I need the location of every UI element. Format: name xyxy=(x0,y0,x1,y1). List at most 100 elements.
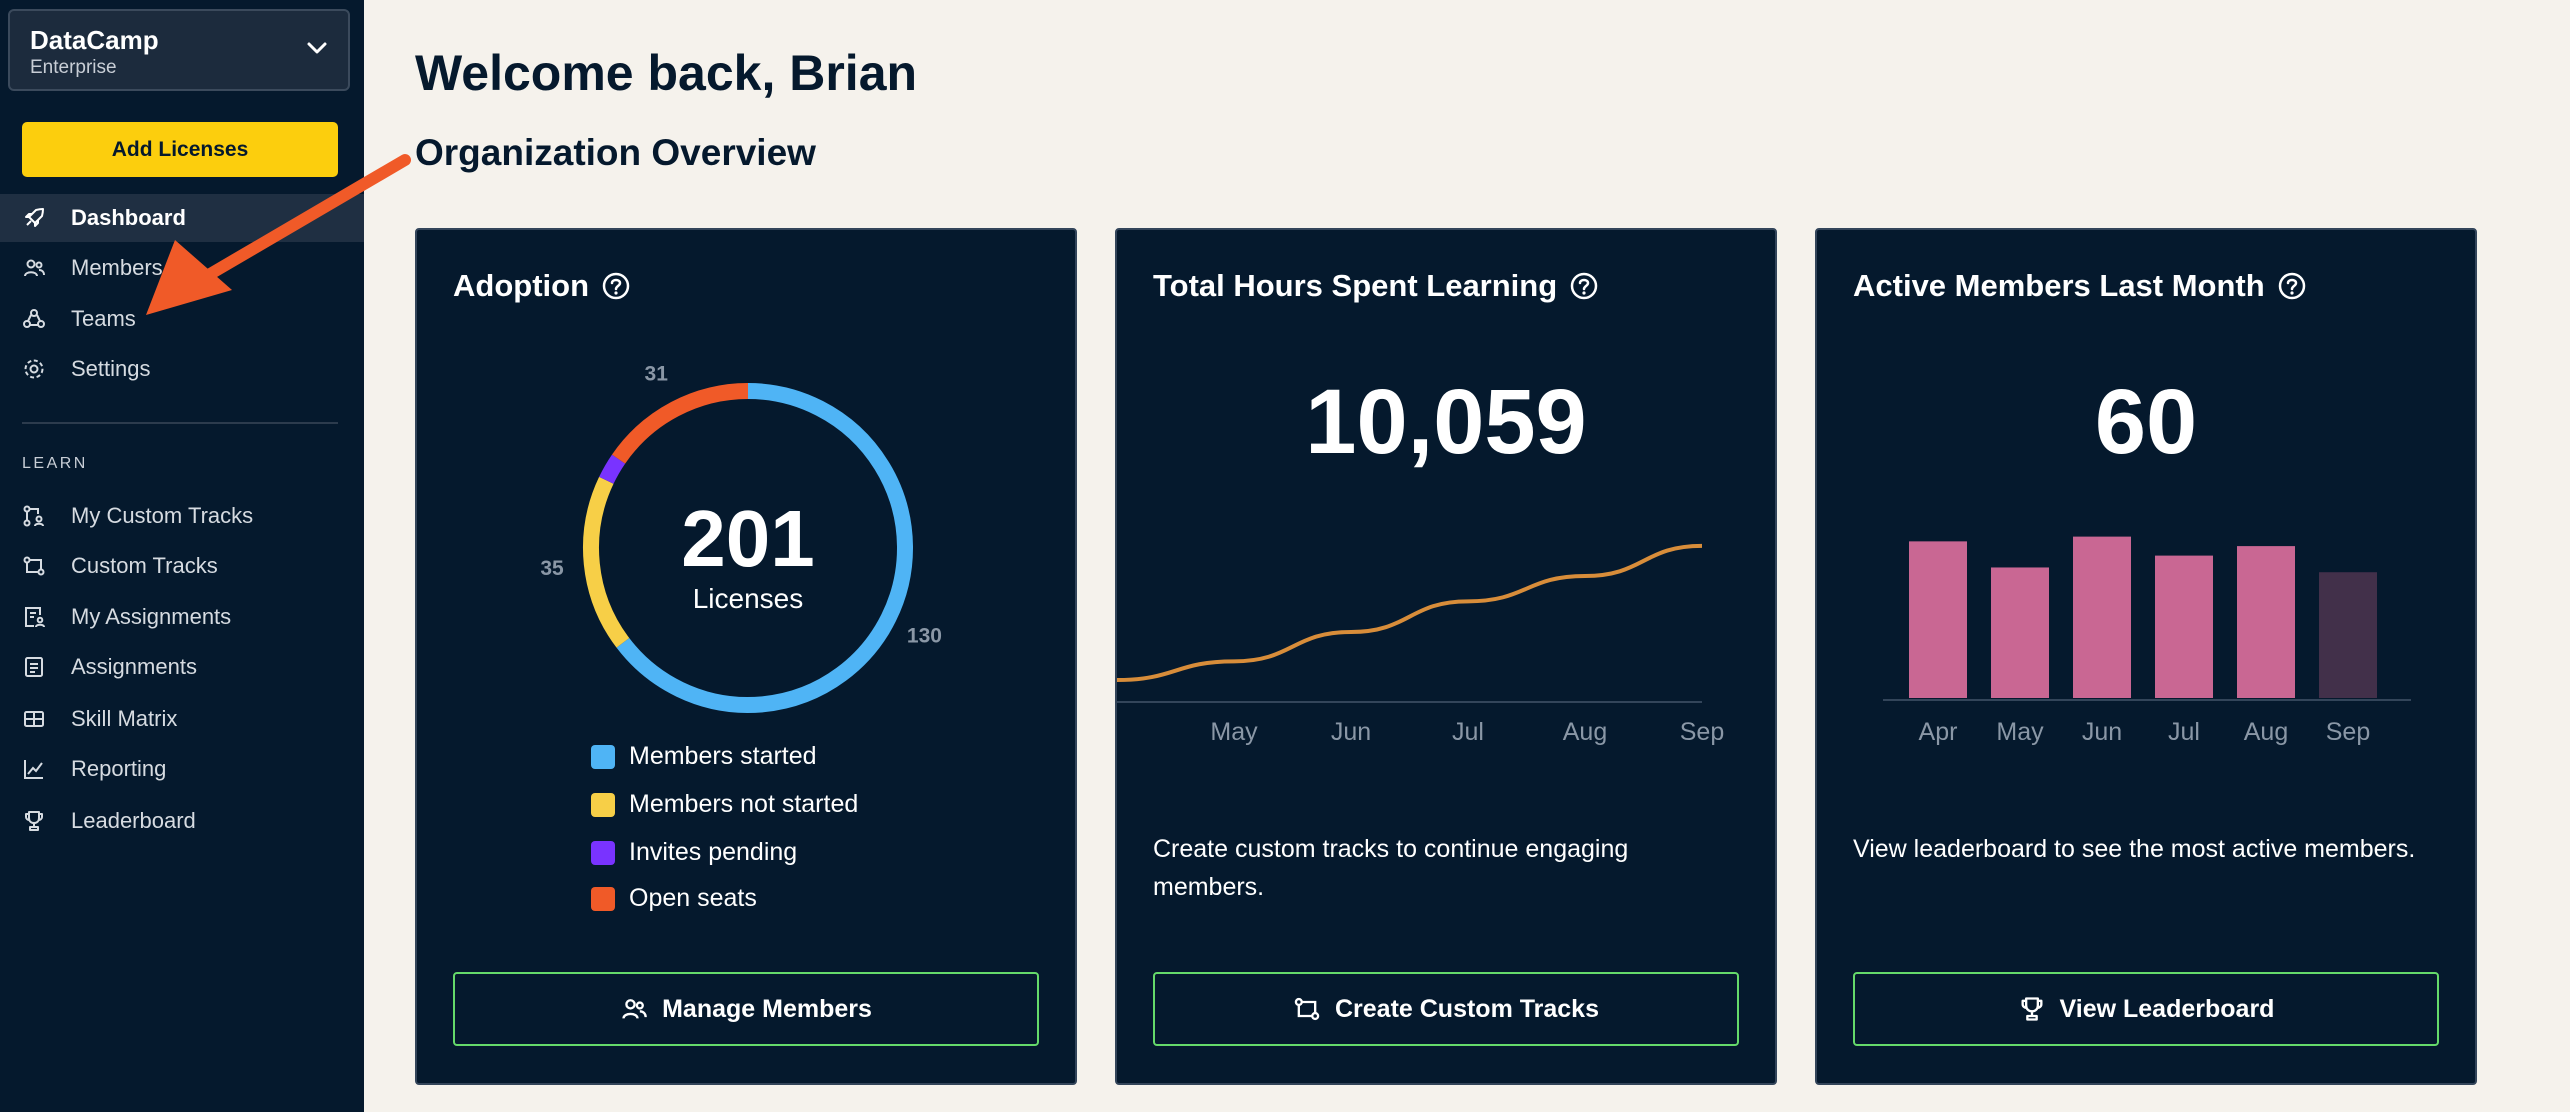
adoption-card-title: Adoption xyxy=(453,268,631,304)
sidebar-item-label: My Custom Tracks xyxy=(71,503,254,528)
active-description: View leaderboard to see the most active … xyxy=(1853,835,2416,863)
sidebar-item-label: My Assignments xyxy=(71,604,232,629)
legend-label: Open seats xyxy=(629,884,757,912)
hours-title-text: Total Hours Spent Learning xyxy=(1153,268,1558,303)
sidebar-item-members[interactable]: Members xyxy=(0,244,364,292)
legend-swatch xyxy=(591,792,615,817)
active-members-value: 60 xyxy=(2094,371,2198,473)
donut-data-label: 31 xyxy=(645,363,669,386)
donut-total-value: 201 xyxy=(681,494,814,583)
button-label: Create Custom Tracks xyxy=(1334,994,1599,1023)
bar-jul xyxy=(2155,555,2213,698)
sidebar-item-label: Members xyxy=(71,255,163,280)
x-tick-label: Jul xyxy=(2168,718,2200,746)
x-tick-label: Aug xyxy=(2244,718,2288,746)
legend-item-open-seats: Open seats xyxy=(591,884,757,913)
help-icon[interactable] xyxy=(601,271,631,301)
x-tick-label: Sep xyxy=(2326,718,2370,746)
bar-jun xyxy=(2073,536,2131,698)
section-title: Organization Overview xyxy=(415,132,816,173)
bar-sep xyxy=(2319,572,2377,698)
rocket-icon xyxy=(25,208,44,227)
active-title-text: Active Members Last Month xyxy=(1853,268,2265,303)
legend-item-members-not-started: Members not started xyxy=(591,790,858,819)
donut-slice-open-seats xyxy=(611,383,749,464)
sidebar-item-label: Reporting xyxy=(71,756,167,781)
donut-total-label: Licenses xyxy=(693,583,804,614)
x-tick-label: Sep xyxy=(1680,718,1724,746)
chevron-down-icon xyxy=(307,42,327,54)
hours-line-chart: May Jun Jul Aug Sep xyxy=(1117,543,1724,746)
help-icon[interactable] xyxy=(2277,271,2307,301)
add-licenses-button[interactable]: Add Licenses xyxy=(22,122,338,177)
sidebar-item-label: Settings xyxy=(71,356,151,381)
legend-swatch xyxy=(591,840,615,865)
donut-slice-members-started xyxy=(616,383,913,713)
hours-card: Total Hours Spent Learning 10,059 May Jun… xyxy=(1115,228,1777,1085)
button-label: Manage Members xyxy=(662,994,872,1023)
sidebar-item-label: Skill Matrix xyxy=(71,706,178,731)
x-tick-label: Jul xyxy=(1452,718,1484,746)
line-chart-icon xyxy=(24,760,43,779)
legend-item-invites-pending: Invites pending xyxy=(591,838,797,867)
donut-slice-invites-pending xyxy=(599,454,626,484)
sidebar-item-settings[interactable]: Settings xyxy=(0,345,364,393)
donut-data-label: 35 xyxy=(540,557,564,580)
sidebar-item-dashboard[interactable]: Dashboard xyxy=(0,194,364,242)
legend-label: Members not started xyxy=(629,790,859,818)
button-label: View Leaderboard xyxy=(2059,994,2275,1023)
active-members-card: Active Members Last Month 60 Apr May Jun Ju… xyxy=(1815,228,2477,1085)
sidebar-item-custom-tracks[interactable]: Custom Tracks xyxy=(0,542,364,590)
sidebar-item-leaderboard[interactable]: Leaderboard xyxy=(0,797,364,845)
bar-may xyxy=(1991,567,2049,698)
org-plan: Enterprise xyxy=(30,57,117,78)
track-icon xyxy=(23,556,45,576)
create-custom-tracks-button[interactable]: Create Custom Tracks xyxy=(1153,972,1739,1046)
donut-slice-members-not-started xyxy=(583,476,630,648)
x-tick-label: Aug xyxy=(1563,718,1607,746)
sidebar-item-reporting[interactable]: Reporting xyxy=(0,745,364,793)
members-icon xyxy=(622,999,647,1019)
sidebar-item-assignments[interactable]: Assignments xyxy=(0,643,364,691)
manage-members-button[interactable]: Manage Members xyxy=(453,972,1039,1046)
x-tick-label: Jun xyxy=(2082,718,2122,746)
trophy-icon xyxy=(2021,997,2043,1021)
legend-label: Members started xyxy=(629,742,817,770)
help-icon[interactable] xyxy=(1569,271,1599,301)
view-leaderboard-button[interactable]: View Leaderboard xyxy=(1853,972,2439,1046)
sidebar-item-label: Leaderboard xyxy=(71,808,196,833)
org-switcher[interactable]: DataCamp Enterprise xyxy=(8,9,350,91)
track-icon xyxy=(1294,997,1320,1021)
total-hours-value: 10,059 xyxy=(1305,371,1587,473)
sidebar-item-teams[interactable]: Teams xyxy=(0,295,364,343)
legend-swatch xyxy=(591,744,615,769)
assignment-person-icon xyxy=(25,607,45,628)
sidebar-item-label: Custom Tracks xyxy=(71,553,218,578)
teams-icon xyxy=(23,309,45,328)
active-members-bar-chart: Apr May Jun Jul Aug Sep xyxy=(1883,536,2411,746)
bar-apr xyxy=(1909,541,1967,698)
learn-section-label: LEARN xyxy=(22,455,88,472)
trophy-icon xyxy=(25,811,43,831)
sidebar-item-label: Dashboard xyxy=(71,205,186,230)
hours-card-title: Total Hours Spent Learning xyxy=(1153,268,1599,304)
sidebar-item-label: Teams xyxy=(71,306,136,331)
legend-item-members-started: Members started xyxy=(591,742,817,771)
sidebar-item-label: Assignments xyxy=(71,654,197,679)
adoption-title-text: Adoption xyxy=(453,268,590,303)
legend-swatch xyxy=(591,886,615,911)
sidebar-item-my-custom-tracks[interactable]: My Custom Tracks xyxy=(0,492,364,540)
active-card-title: Active Members Last Month xyxy=(1853,268,2307,304)
donut-data-label: 130 xyxy=(907,625,942,648)
assignment-icon xyxy=(25,657,43,677)
page-title: Welcome back, Brian xyxy=(415,45,918,101)
hours-description: Create custom tracks to continue engagin… xyxy=(1153,835,1629,901)
adoption-card: Adoption 130 35 31 201 Licenses Members star… xyxy=(415,228,1077,1085)
sidebar-item-my-assignments[interactable]: My Assignments xyxy=(0,593,364,641)
x-tick-label: May xyxy=(1996,718,2044,746)
sidebar-divider xyxy=(22,422,338,424)
hours-line-series xyxy=(1117,543,1703,682)
sidebar-item-skill-matrix[interactable]: Skill Matrix xyxy=(0,695,364,743)
x-tick-label: May xyxy=(1210,718,1258,746)
